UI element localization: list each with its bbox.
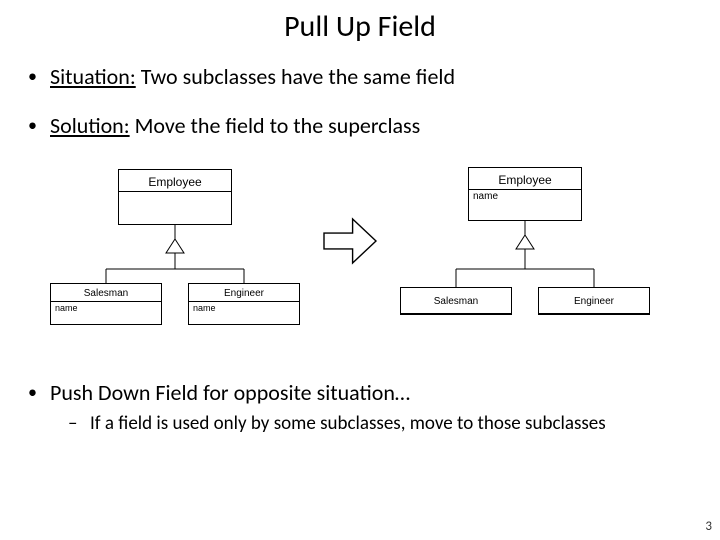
transition-arrow-icon — [324, 219, 376, 263]
right-super-name: Employee — [469, 168, 581, 190]
page-title: Pull Up Field — [28, 8, 692, 45]
left-sub1: Salesmanname — [50, 283, 162, 325]
right-super: Employeename — [468, 167, 582, 221]
left-super: Employee — [118, 169, 232, 225]
bullet-solution: Solution: Move the field to the supercla… — [28, 112, 692, 139]
bullet-situation: Situation: Two subclasses have the same … — [28, 63, 692, 90]
left-sub2-name: Engineer — [189, 284, 299, 302]
left-sub1-attrs: name — [51, 302, 161, 324]
bullet-pushdown: Push Down Field for opposite situation… … — [28, 379, 692, 435]
right-sub1-name: Salesman — [401, 288, 511, 314]
left-sub1-name: Salesman — [51, 284, 161, 302]
solution-text: Move the field to the superclass — [130, 112, 421, 139]
page-number: 3 — [705, 519, 712, 534]
pushdown-rest: for opposite situation… — [198, 379, 410, 406]
right-sub2: Engineer — [538, 287, 650, 315]
uml-diagram: EmployeeSalesmannameEngineernameEmployee… — [28, 161, 692, 361]
right-sub1-attrs — [401, 314, 511, 326]
left-super-name: Employee — [119, 170, 231, 192]
right-sub2-name: Engineer — [539, 288, 649, 314]
left-super-attrs — [119, 192, 231, 224]
right-sub1: Salesman — [400, 287, 512, 315]
right-sub2-attrs — [539, 314, 649, 326]
right-super-attrs: name — [469, 190, 581, 220]
situation-label: Situation: — [50, 63, 136, 90]
situation-text: Two subclasses have the same field — [136, 63, 455, 90]
sub-bullet: If a field is used only by some subclass… — [50, 412, 692, 435]
pushdown-strong: Push Down Field — [50, 379, 198, 406]
solution-label: Solution: — [50, 112, 130, 139]
left-sub2-attrs: name — [189, 302, 299, 324]
left-sub2: Engineername — [188, 283, 300, 325]
